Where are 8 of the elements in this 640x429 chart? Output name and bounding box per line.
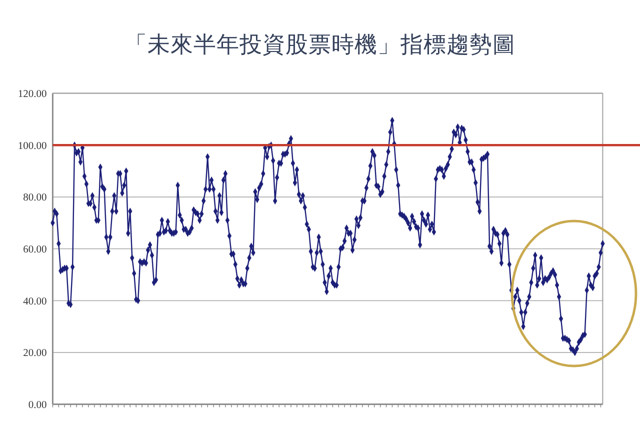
chart-title: 「未來半年投資股票時機」指標趨勢圖 [124, 32, 516, 57]
y-tick-label: 80.00 [23, 192, 47, 204]
y-tick-label: 120.00 [18, 88, 47, 100]
y-tick-label: 100.00 [18, 140, 47, 152]
y-tick-label: 60.00 [23, 244, 47, 256]
y-tick-label: 40.00 [23, 296, 47, 308]
y-tick-label: 0.00 [28, 400, 47, 411]
y-tick-label: 20.00 [23, 348, 47, 360]
